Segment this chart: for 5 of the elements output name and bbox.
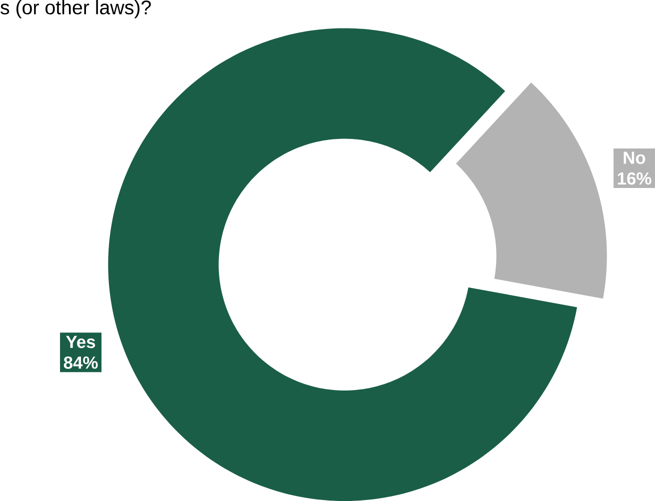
data-label: 16% xyxy=(618,172,652,185)
data-label: 84% xyxy=(64,356,98,369)
slice-label: Yes xyxy=(66,336,96,348)
chart-title: s (or other laws)? xyxy=(0,0,151,18)
slice-label: No xyxy=(624,152,646,164)
